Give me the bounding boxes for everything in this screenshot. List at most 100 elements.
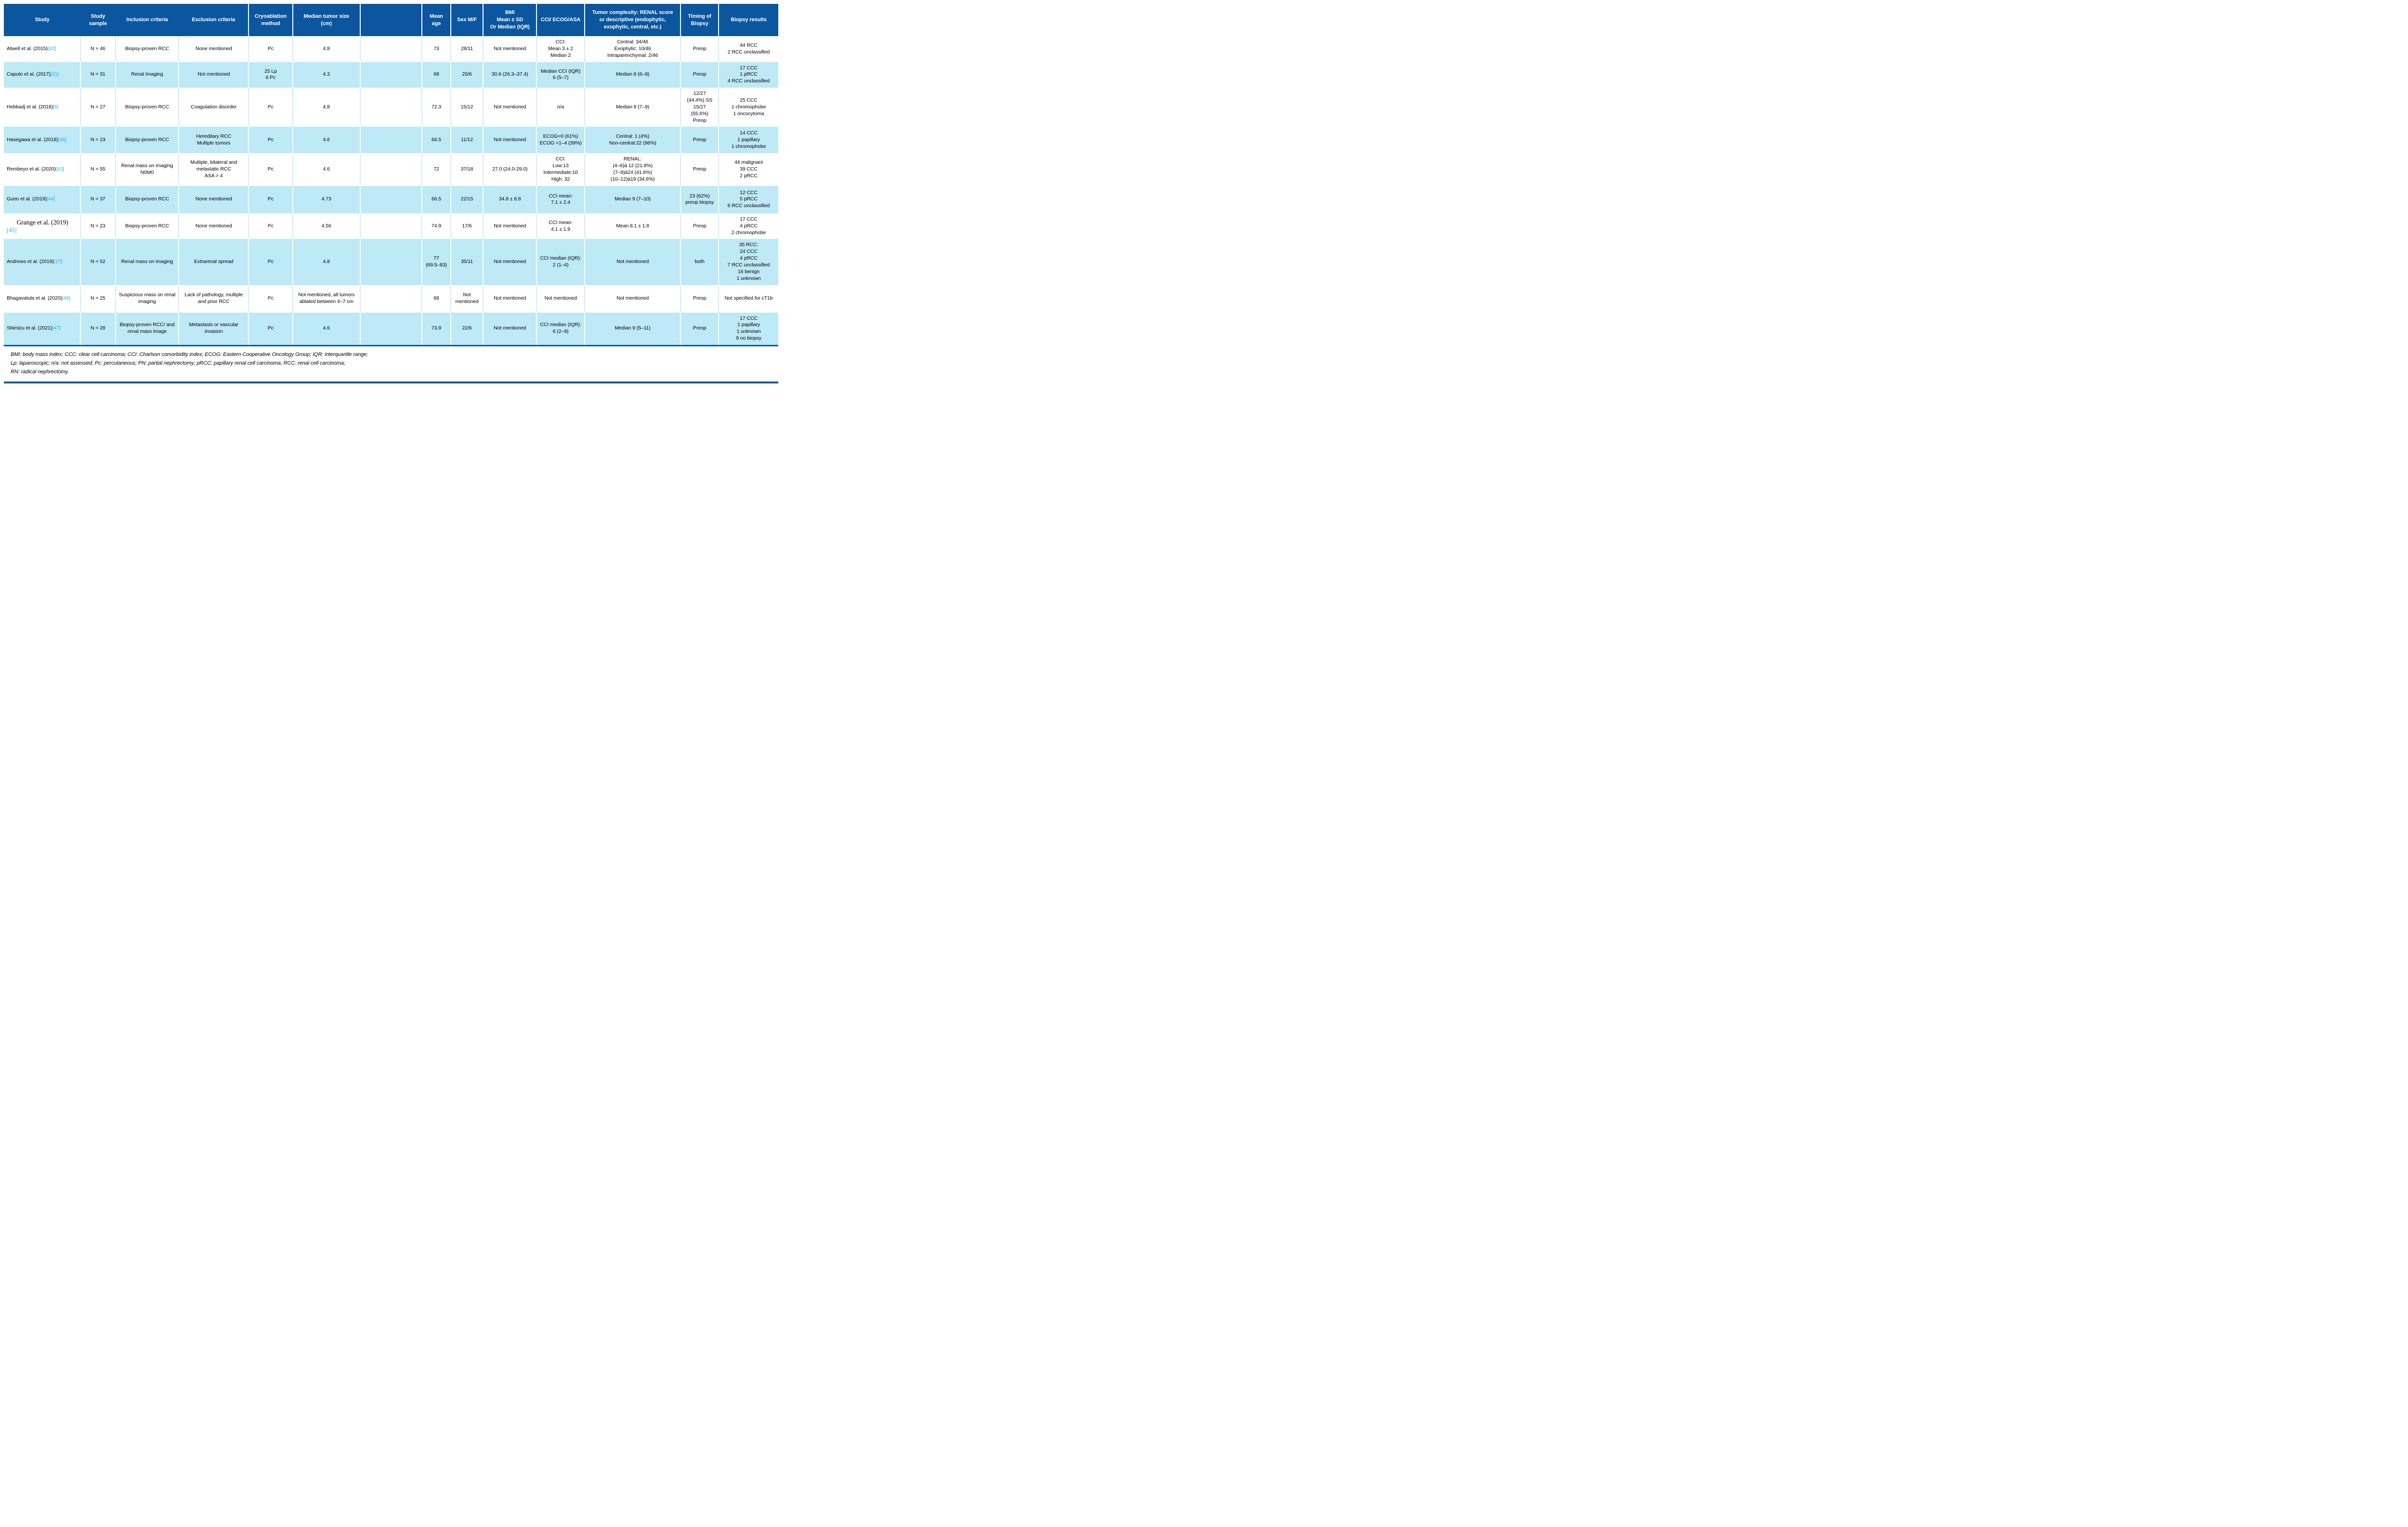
cell-exclusion-criteria: Hereditary RCC Multiple tumors bbox=[179, 127, 249, 154]
cell-biopsy-results: 17 CCC 1 papillary 1 unknown 9 no biopsy bbox=[719, 312, 778, 345]
citation-link[interactable]: [47] bbox=[52, 325, 61, 331]
cell-mean-age: 66.5 bbox=[422, 127, 451, 154]
study-name: Gunn et al. (2019) bbox=[7, 196, 47, 202]
cell-cci-ecog-asa: CCI median (IQR): 2 (1–4) bbox=[537, 239, 585, 285]
cell-mean-age: 68 bbox=[422, 285, 451, 313]
cell-tumor-complexity: Median 9 (5–11) bbox=[584, 312, 681, 345]
cell-bmi: Not mentioned bbox=[483, 213, 537, 239]
cell-inclusion-criteria: Biopsy-proven RCC bbox=[115, 36, 180, 62]
cell-bmi: Not mentioned bbox=[483, 312, 537, 345]
table-row: Atwell et al. (2015)[42] N = 46 Biopsy-p… bbox=[4, 36, 778, 62]
cell-mean-age: 72.3 bbox=[422, 88, 451, 127]
cell-cci-ecog-asa: CCI: Mean 3 ± 2 Median 2 bbox=[537, 36, 585, 62]
cell-study-sample: N = 52 bbox=[80, 239, 116, 285]
cell-inclusion-criteria: Biopsy-proven RCC bbox=[115, 88, 180, 127]
cell-timing-of-biopsy: Preop bbox=[681, 213, 720, 239]
cell-sex: 28/11 bbox=[450, 36, 484, 62]
cell-sex: 25/6 bbox=[450, 62, 484, 88]
table-header: Study Study sample Inclusion criteria Ex… bbox=[4, 4, 778, 36]
cell-sex: 15/12 bbox=[450, 88, 484, 127]
cell-cci-ecog-asa: n/a bbox=[537, 88, 585, 127]
citation-link[interactable]: [44] bbox=[46, 196, 55, 202]
cell-inclusion-criteria: Renal Imaging bbox=[115, 62, 180, 88]
cell-cryoablation-method: Pc bbox=[249, 239, 293, 285]
cell-study: Shimizu et al. (2021)[47] bbox=[4, 312, 81, 345]
cell-sex: 37/18 bbox=[450, 153, 484, 186]
cell-study: Hebbadj et al. (2018)[6] bbox=[4, 88, 81, 127]
citation-link[interactable]: [46] bbox=[62, 295, 70, 302]
study-name: Caputo et al. (2017) bbox=[7, 71, 51, 78]
footnote-line: BMI: body mass index; CCC: clear cell ca… bbox=[11, 352, 368, 358]
cell-exclusion-criteria: Coagulation disorder bbox=[179, 88, 249, 127]
cell-timing-of-biopsy: 23 (62%) preop biopsy bbox=[681, 185, 720, 213]
cell-study: Grange et al. (2019) [45] bbox=[4, 213, 81, 239]
cell-timing-of-biopsy: 12/27 (44.4%) SS 15/27 (55.6%) Preop bbox=[681, 88, 720, 127]
cell-cci-ecog-asa: CCI: Low:13 Intermediate:10 High: 32 bbox=[537, 153, 585, 186]
citation-link[interactable]: [43] bbox=[55, 166, 64, 172]
cell-study: Andrews et al. (2019)[17] bbox=[4, 239, 81, 285]
study-name: Shimizu et al. (2021) bbox=[7, 325, 52, 331]
cell-sex: Not mentioned bbox=[450, 285, 484, 313]
cell-mean-age: 77 (69.5–83) bbox=[422, 239, 451, 285]
cell-timing-of-biopsy: Preop bbox=[681, 36, 720, 62]
study-name: Rembeyo et al. (2020) bbox=[7, 166, 56, 172]
table-row: Gunn et al. (2019)[44] N = 37 Biopsy-pro… bbox=[4, 185, 778, 213]
citation-link[interactable]: [6] bbox=[52, 104, 59, 110]
cell-biopsy-results: 12 CCC 5 pRCC 6 RCC unclassified bbox=[719, 185, 778, 213]
cell-biopsy-results: 35 RCC: 24 CCC 4 pRCC 7 RCC unclassified… bbox=[719, 239, 778, 285]
cell-exclusion-criteria: None mentioned bbox=[179, 36, 249, 62]
citation-link[interactable]: [21] bbox=[50, 71, 59, 78]
col-header-exclusion: Exclusion criteria bbox=[179, 4, 249, 36]
cell-tumor-complexity: Median 9 (7–10) bbox=[584, 185, 681, 213]
citation-link[interactable]: [17] bbox=[53, 259, 62, 265]
table-row: Rembeyo et al. (2020)[43] N = 55 Renal m… bbox=[4, 153, 778, 186]
cell-median-tumor-size: 4.6 bbox=[292, 127, 361, 154]
cell-study-sample: N = 46 bbox=[80, 36, 116, 62]
cell-study-sample: N = 25 bbox=[80, 285, 116, 313]
table-row: Hebbadj et al. (2018)[6] N = 27 Biopsy-p… bbox=[4, 88, 778, 127]
cell-cryoablation-method: Pc bbox=[249, 36, 293, 62]
table-row: Bhagavatula et al. (2020)[46] N = 25 Sus… bbox=[4, 285, 778, 313]
cell-spacer bbox=[360, 62, 423, 88]
table-row: Hasegawa et al. (2018)[36] N = 23 Biopsy… bbox=[4, 127, 778, 154]
col-header-complexity: Tumor complexity: RENAL score or descrip… bbox=[584, 4, 681, 36]
cell-tumor-complexity: Not mentioned bbox=[584, 285, 681, 313]
cell-median-tumor-size: 4.8 bbox=[292, 36, 361, 62]
cell-sex: 17/6 bbox=[450, 213, 484, 239]
study-name: Hebbadj et al. (2018) bbox=[7, 104, 53, 110]
table-bottom-rule bbox=[4, 345, 778, 347]
cell-cryoablation-method: Pc bbox=[249, 127, 293, 154]
cell-inclusion-criteria: Renal mass on imaging bbox=[115, 239, 180, 285]
col-header-cci: CCI/ ECOG/ASA bbox=[537, 4, 585, 36]
cell-cryoablation-method: Pc bbox=[249, 88, 293, 127]
cell-median-tumor-size: 4.6 bbox=[292, 312, 361, 345]
footnote-line: Lp: laparoscopic; n/a: not assessed; Pc:… bbox=[11, 360, 345, 366]
citation-link[interactable]: [45] bbox=[7, 227, 17, 234]
page-bottom-rule bbox=[4, 381, 778, 383]
cell-tumor-complexity: Median 8 (7–9) bbox=[584, 88, 681, 127]
cell-timing-of-biopsy: Preop bbox=[681, 312, 720, 345]
cell-bmi: Not mentioned bbox=[483, 285, 537, 313]
cell-inclusion-criteria: Biopsy-proven RCC bbox=[115, 127, 180, 154]
cell-mean-age: 72 bbox=[422, 153, 451, 186]
cell-spacer bbox=[360, 36, 423, 62]
cell-inclusion-criteria: Biopsy-proven RCC/ and renal mass image bbox=[115, 312, 180, 345]
cell-inclusion-criteria: Biopsy-proven RCC bbox=[115, 185, 180, 213]
cell-median-tumor-size: 4.8 bbox=[292, 239, 361, 285]
cell-biopsy-results: 25 CCC 1 chromophobe 1 oncocytoma bbox=[719, 88, 778, 127]
cell-spacer bbox=[360, 213, 423, 239]
cell-biopsy-results: 17 CCC 1 pRCC 4 RCC unclassified bbox=[719, 62, 778, 88]
cell-study-sample: N = 28 bbox=[80, 312, 116, 345]
cell-bmi: 34.8 ± 8.8 bbox=[483, 185, 537, 213]
cell-exclusion-criteria: Metastasis or vascular invasion bbox=[179, 312, 249, 345]
col-header-inclusion: Inclusion criteria bbox=[115, 4, 179, 36]
citation-link[interactable]: [36] bbox=[58, 137, 66, 143]
cell-cryoablation-method: Pc bbox=[249, 312, 293, 345]
cell-tumor-complexity: Mean 8.1 ± 1.8 bbox=[584, 213, 681, 239]
cell-cci-ecog-asa: CCI median (IQR): 6 (2–9) bbox=[537, 312, 585, 345]
col-header-size: Median tumor size (cm) bbox=[292, 4, 361, 36]
citation-link[interactable]: [42] bbox=[47, 45, 56, 52]
cell-median-tumor-size: Not mentioned, all tumors ablated betwee… bbox=[292, 285, 361, 313]
cell-study: Hasegawa et al. (2018)[36] bbox=[4, 127, 81, 154]
cell-cryoablation-method: Pc bbox=[249, 153, 293, 186]
